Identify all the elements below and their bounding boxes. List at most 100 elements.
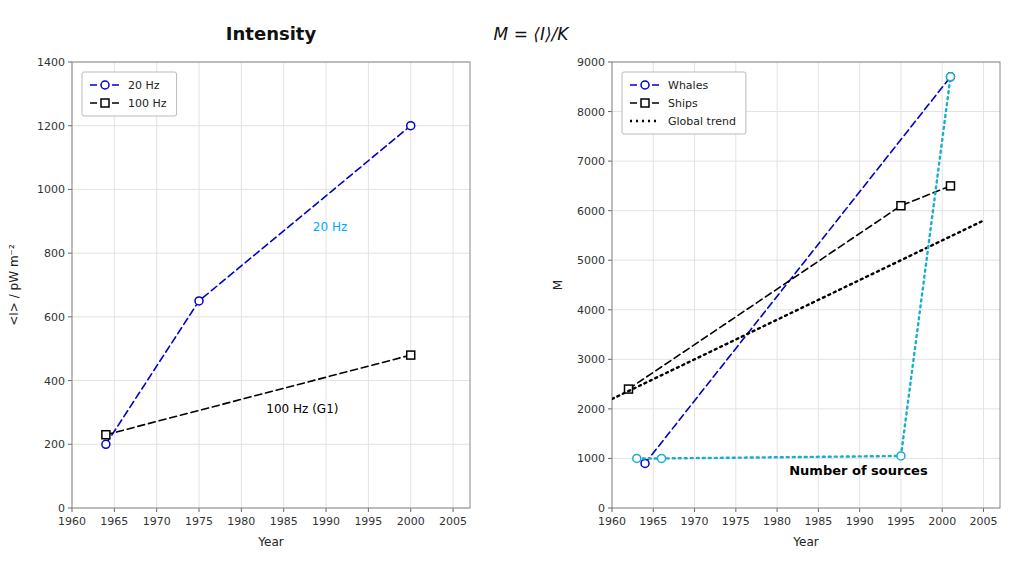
tick-label: 1980	[763, 515, 791, 528]
grid-line	[156, 62, 157, 508]
point	[946, 182, 954, 190]
page: {"chart_data": [ {"type": "line", "title…	[0, 0, 1024, 576]
tick	[818, 508, 819, 512]
tick-label: 1995	[354, 515, 382, 528]
tick-label: 1960	[598, 515, 626, 528]
tick-label: 8000	[577, 106, 605, 119]
tick	[326, 508, 327, 512]
tick-label: 1000	[577, 452, 605, 465]
x-axis-label: Year	[257, 535, 283, 549]
tick	[777, 508, 778, 512]
tick	[199, 508, 200, 512]
tick-label: 1975	[185, 515, 213, 528]
point	[102, 440, 110, 448]
legend-swatch	[630, 120, 660, 122]
point	[946, 73, 954, 81]
plot-area	[102, 122, 415, 449]
grid-line	[612, 359, 1000, 360]
tick	[735, 508, 736, 512]
tick	[608, 309, 612, 310]
tick	[68, 444, 72, 445]
tick-label: 1975	[722, 515, 750, 528]
point	[407, 122, 415, 130]
tick-label: 0	[58, 502, 65, 515]
grid-line	[199, 62, 200, 508]
tick-label: 2000	[577, 403, 605, 416]
x-axis-label: Year	[792, 535, 818, 549]
tick	[694, 508, 695, 512]
tick	[612, 508, 613, 512]
grid	[72, 62, 470, 508]
tick	[608, 260, 612, 261]
tick	[72, 508, 73, 512]
tick	[68, 189, 72, 190]
y-axis-label: <I> / pW m⁻²	[7, 244, 21, 326]
tick-label: 1990	[312, 515, 340, 528]
legend-label: Global trend	[668, 115, 736, 128]
series-line	[645, 77, 950, 464]
legend-marker	[641, 81, 649, 89]
tick	[859, 508, 860, 512]
tick-label: 1970	[143, 515, 171, 528]
legend: 20 Hz100 Hz	[82, 72, 177, 116]
tick	[608, 161, 612, 162]
tick-label: 1985	[270, 515, 298, 528]
tick	[68, 380, 72, 381]
tick-label: 1000	[37, 183, 65, 196]
tick	[68, 62, 72, 63]
point	[658, 454, 666, 462]
grid-line	[283, 62, 284, 508]
tick	[283, 508, 284, 512]
annotation: 100 Hz (G1)	[266, 402, 338, 416]
point	[897, 202, 905, 210]
grid-line	[368, 62, 369, 508]
tick-label: 400	[44, 375, 65, 388]
legend-marker	[641, 99, 649, 107]
point	[946, 73, 954, 81]
tick	[68, 316, 72, 317]
annotation: Number of sources	[789, 463, 928, 478]
grid-line	[859, 62, 860, 508]
tick	[608, 458, 612, 459]
tick-label: 1965	[639, 515, 667, 528]
tick	[241, 508, 242, 512]
tick-label: 1965	[100, 515, 128, 528]
legend-label: Ships	[668, 97, 698, 110]
legend-box	[82, 72, 177, 116]
tick	[608, 62, 612, 63]
y-axis-label: M	[551, 280, 565, 290]
point	[102, 431, 110, 439]
grid-line	[72, 253, 470, 254]
tick-label: 1980	[227, 515, 255, 528]
grid-line	[612, 210, 1000, 211]
legend-label: Whales	[668, 79, 708, 92]
series-line	[106, 126, 411, 445]
tick	[608, 508, 612, 509]
tick-label: 3000	[577, 353, 605, 366]
grid-line	[453, 62, 454, 508]
grid-line	[326, 62, 327, 508]
chart: 1960196519701975198019851990199520002005…	[7, 23, 470, 549]
point	[897, 452, 905, 460]
tick-label: 1960	[58, 515, 86, 528]
tick-label: 0	[598, 502, 605, 515]
legend-label: 100 Hz	[128, 97, 167, 110]
tick	[68, 253, 72, 254]
tick-label: 9000	[577, 56, 605, 69]
plot-frame	[72, 62, 470, 508]
tick-label: 7000	[577, 155, 605, 168]
legend-marker	[101, 99, 109, 107]
tick	[942, 508, 943, 512]
tick	[608, 408, 612, 409]
tick-label: 1985	[804, 515, 832, 528]
series-line	[629, 186, 951, 389]
grid-line	[612, 161, 1000, 162]
grid-line	[900, 62, 901, 508]
tick-label: 6000	[577, 205, 605, 218]
legend: Whales Ships Global trend	[622, 72, 746, 134]
tick-label: 1990	[846, 515, 874, 528]
tick-label: 2005	[969, 515, 997, 528]
tick-label: 1995	[887, 515, 915, 528]
tick	[608, 111, 612, 112]
tick	[156, 508, 157, 512]
